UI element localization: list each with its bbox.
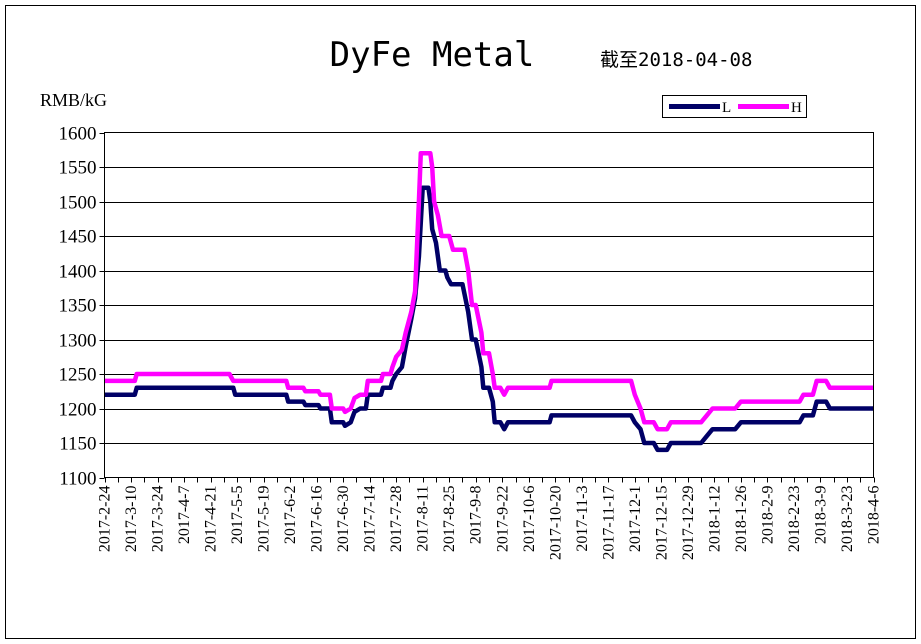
x-tick-label: 2017-3-24 — [150, 486, 167, 553]
y-tick-label: 1300 — [59, 331, 97, 352]
x-tick-label: 2018-1-12 — [706, 486, 723, 553]
y-tick-label: 1450 — [59, 227, 97, 248]
series-lines — [104, 150, 874, 453]
series-line-l — [104, 185, 874, 453]
x-tick-label: 2017-8-11 — [415, 486, 432, 552]
x-tick-label: 2017-9-22 — [494, 486, 511, 553]
x-tick-label: 2017-6-16 — [309, 486, 326, 553]
x-tick-label: 2018-3-9 — [812, 486, 829, 545]
legend-label-h: H — [791, 100, 802, 116]
x-tick-label: 2017-4-7 — [176, 486, 193, 545]
x-tick-label: 2018-3-23 — [839, 486, 856, 553]
x-tick-label: 2017-12-29 — [680, 486, 697, 561]
y-tick-label: 1500 — [59, 193, 97, 214]
x-tick-label: 2017-7-14 — [362, 486, 379, 553]
x-tick-label: 2017-8-25 — [441, 485, 458, 552]
chart-subtitle: 截至2018-04-08 — [600, 49, 752, 71]
x-tick-label: 2018-2-23 — [786, 486, 803, 553]
x-tick-label: 2017-6-30 — [335, 486, 352, 553]
x-tick-label: 2018-2-9 — [759, 486, 776, 545]
x-tick-label: 2017-6-2 — [282, 486, 299, 545]
x-tick-label: 2017-7-28 — [388, 486, 405, 553]
y-tick-label: 1250 — [59, 365, 97, 386]
y-axis-ticks: 1100 1150 1200 1250 1300 1350 1400 1450 1500 1550… — [59, 124, 105, 490]
legend-box — [662, 95, 807, 118]
y-tick-label: 1100 — [59, 469, 96, 490]
x-tick-label: 2017-10-6 — [521, 486, 538, 553]
x-tick-label: 2017-9-8 — [468, 486, 485, 545]
x-tick-label: 2017-11-3 — [574, 486, 591, 552]
x-tick-label: 2017-12-15 — [653, 486, 670, 561]
x-tick-label: 2017-2-24 — [97, 486, 114, 553]
legend: L H — [662, 95, 807, 118]
legend-label-l: L — [722, 100, 731, 116]
chart-title: DyFe Metal — [330, 35, 535, 75]
y-tick-label: 1150 — [59, 434, 96, 455]
y-tick-label: 1400 — [59, 262, 97, 283]
x-tick-label: 2017-5-19 — [256, 486, 273, 553]
x-tick-label: 2017-5-5 — [229, 486, 246, 545]
y-axis-unit: RMB/kG — [40, 90, 107, 110]
plot-area-border — [104, 132, 874, 478]
x-tick-label: 2017-4-21 — [203, 486, 220, 553]
y-tick-label: 1200 — [59, 400, 97, 421]
gridlines — [104, 167, 874, 444]
y-tick-label: 1550 — [59, 158, 97, 179]
x-tick-label: 2017-11-17 — [600, 486, 617, 560]
x-axis-ticks: 2017-2-24 2017-3-10 2017-3-24 2017-4-7 2017-… — [97, 477, 883, 561]
x-tick-label: 2018-1-26 — [733, 486, 750, 553]
y-tick-label: 1600 — [59, 124, 97, 145]
x-tick-label: 2017-10-20 — [547, 486, 564, 561]
x-tick-label: 2017-12-1 — [627, 486, 644, 553]
series-line-h — [104, 150, 874, 432]
y-tick-label: 1350 — [59, 296, 97, 317]
x-tick-label: 2017-3-10 — [123, 486, 140, 553]
x-tick-label: 2018-4-6 — [866, 486, 883, 545]
